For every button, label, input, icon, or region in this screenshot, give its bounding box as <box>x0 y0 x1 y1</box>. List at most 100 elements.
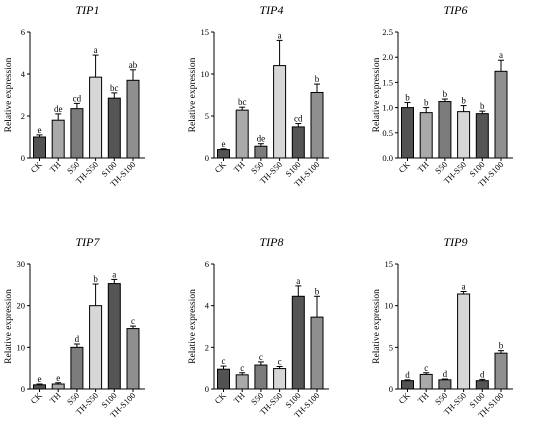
y-axis-label: Relative expression <box>4 57 14 132</box>
bar-s50 <box>438 379 452 390</box>
bar-s100 <box>291 126 305 159</box>
bar-s100 <box>291 295 305 390</box>
bar-th-s100 <box>126 328 140 390</box>
category-label: TH <box>416 390 431 405</box>
significance-label: bc <box>110 83 119 93</box>
y-axis-label: Relative expression <box>372 57 382 132</box>
y-tick-label: 0 <box>205 384 209 394</box>
significance-label: b <box>499 341 504 351</box>
y-tick-label: 0 <box>21 384 25 394</box>
significance-label: a <box>112 269 116 279</box>
y-tick-label: 0 <box>21 153 25 163</box>
y-tick-label: 0.0 <box>382 153 393 163</box>
significance-label: a <box>296 276 300 286</box>
y-tick-label: 1.0 <box>382 103 393 113</box>
bar-th <box>51 119 65 159</box>
bar-th <box>419 373 433 390</box>
significance-label: a <box>94 45 98 55</box>
bar-th-s50 <box>89 76 103 159</box>
significance-label: c <box>131 316 135 326</box>
significance-label: ab <box>129 60 138 70</box>
bar-ck <box>217 149 230 159</box>
category-label: CK <box>212 159 228 175</box>
bar-s50 <box>70 346 84 390</box>
bar-th-s100 <box>310 316 324 390</box>
y-tick-label: 4 <box>205 301 210 311</box>
bar-s50 <box>254 364 268 390</box>
bar-s50 <box>254 145 268 159</box>
chart-title: TIP8 <box>260 235 284 249</box>
y-tick-label: 2 <box>21 111 25 121</box>
bar-th-s100 <box>494 70 508 159</box>
y-tick-label: 6 <box>21 27 25 37</box>
y-tick-label: 5 <box>389 342 393 352</box>
category-label: TH <box>232 159 247 174</box>
significance-label: cd <box>294 114 303 124</box>
significance-label: b <box>461 96 466 106</box>
chart-title: TIP7 <box>76 235 101 249</box>
y-tick-label: 0.5 <box>382 128 393 138</box>
significance-label: e <box>56 373 60 383</box>
significance-label: de <box>257 134 266 144</box>
significance-label: bc <box>238 97 247 107</box>
y-tick-label: 2.0 <box>382 52 393 62</box>
significance-label: c <box>424 363 428 373</box>
category-label: TH <box>416 159 431 174</box>
bar-th-s50 <box>89 305 103 390</box>
y-tick-label: 2 <box>205 342 209 352</box>
significance-label: b <box>93 274 98 284</box>
significance-label: b <box>443 89 448 99</box>
y-axis-label: Relative expression <box>188 289 198 364</box>
y-tick-label: 15 <box>201 27 210 37</box>
category-label: TH <box>48 390 63 405</box>
bar-th-s100 <box>310 91 324 159</box>
y-tick-label: 0 <box>389 384 393 394</box>
significance-label: b <box>480 101 485 111</box>
y-axis-label: Relative expression <box>4 289 14 364</box>
chart-panel-tip6: TIP6 Relative expression 0.0 0.5 1.0 1.5 2.0 2.… <box>372 3 513 189</box>
category-label: CK <box>396 159 412 175</box>
bar-s50 <box>438 101 452 159</box>
significance-label: e <box>38 374 42 384</box>
significance-label: d <box>75 334 80 344</box>
bar-th <box>235 374 249 390</box>
significance-label: b <box>315 74 320 84</box>
category-label: CK <box>212 390 228 406</box>
bar-th-s100 <box>494 352 508 390</box>
bar-ck <box>33 384 46 390</box>
significance-label: c <box>240 363 244 373</box>
chart-title: TIP4 <box>260 3 284 17</box>
bar-ck <box>217 368 230 390</box>
y-tick-label: 30 <box>17 259 26 269</box>
y-tick-label: 10 <box>17 342 26 352</box>
bar-th-s50 <box>273 65 287 159</box>
bar-th-s100 <box>126 79 140 159</box>
chart-title: TIP6 <box>444 3 468 17</box>
bar-th-s50 <box>457 111 471 159</box>
category-label: TH <box>232 390 247 405</box>
y-tick-label: 0 <box>205 153 209 163</box>
bar-s100 <box>107 97 121 159</box>
significance-label: b <box>424 98 429 108</box>
significance-label: a <box>462 282 466 292</box>
significance-label: d <box>480 369 485 379</box>
y-tick-label: 5 <box>205 111 209 121</box>
significance-label: c <box>278 357 282 367</box>
significance-label: e <box>38 125 42 135</box>
bar-s100 <box>107 283 121 390</box>
category-label: CK <box>396 390 412 406</box>
bar-ck <box>401 380 414 390</box>
bar-ck <box>33 136 46 159</box>
significance-label: b <box>315 286 320 296</box>
y-axis-label: Relative expression <box>188 57 198 132</box>
y-tick-label: 2.5 <box>382 27 393 37</box>
significance-label: de <box>54 104 63 114</box>
significance-label: c <box>222 356 226 366</box>
y-tick-label: 15 <box>385 259 394 269</box>
significance-label: a <box>278 30 282 40</box>
